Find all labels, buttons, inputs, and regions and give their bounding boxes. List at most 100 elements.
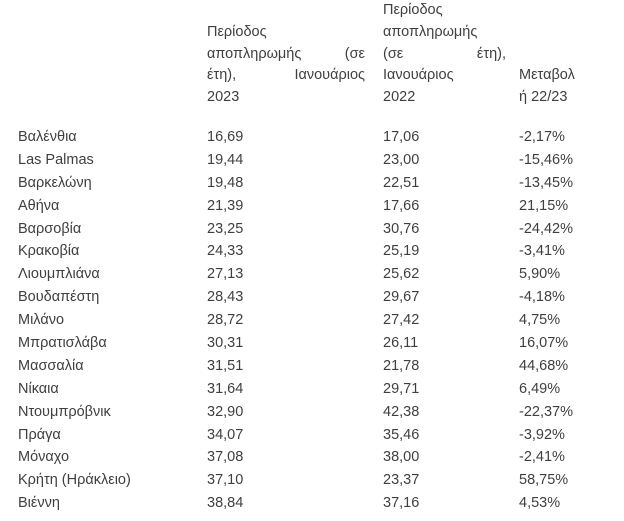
- period-2023-cell: 32,90: [207, 403, 244, 420]
- column-header-period-2023: Περίοδος αποπληρωμής (σε έτη), Ιανουάριος 2…: [207, 22, 365, 109]
- header-line: 2022: [383, 89, 416, 106]
- change-cell: -3,41%: [519, 243, 565, 260]
- period-2023-cell: 37,08: [207, 449, 244, 466]
- period-2023-cell: 19,44: [207, 151, 244, 168]
- change-cell: -13,45%: [519, 174, 574, 191]
- city-cell: Νίκαια: [18, 380, 59, 397]
- period-2022-cell: 22,51: [383, 174, 420, 191]
- period-2023-cell: 28,72: [207, 312, 244, 329]
- period-2022-cell: 23,00: [383, 151, 420, 168]
- table-row: Ντουμπρόβνικ 32,90 42,38 -22,37%: [0, 401, 624, 424]
- city-cell: Ντουμπρόβνικ: [18, 403, 111, 420]
- period-2022-cell: 26,11: [383, 335, 419, 352]
- change-cell: 4,53%: [519, 495, 561, 512]
- header-line: αποπληρωμής (σε: [207, 45, 365, 62]
- table-row: Βαλένθια 16,69 17,06 -2,17%: [0, 126, 624, 149]
- period-2023-cell: 21,39: [207, 197, 244, 214]
- city-cell: Βαλένθια: [18, 129, 77, 145]
- city-cell: Μόναχο: [18, 449, 70, 466]
- header-line: ή 22/23: [519, 89, 568, 106]
- period-2022-cell: 29,71: [383, 380, 420, 397]
- table-row: Las Palmas 19,44 23,00 -15,46%: [0, 149, 624, 172]
- change-cell: -2,17%: [519, 129, 565, 145]
- table-row: Κρήτη (Ηράκλειο) 37,10 23,37 58,75%: [0, 469, 624, 492]
- period-2023-cell: 19,48: [207, 174, 244, 191]
- city-cell: Βαρκελώνη: [18, 174, 92, 191]
- city-cell: Λιουμπλιάνα: [18, 266, 100, 283]
- period-2022-cell: 37,16: [383, 495, 420, 512]
- header-line: αποπληρωμής: [383, 23, 478, 40]
- change-cell: 58,75%: [519, 472, 569, 489]
- period-2022-cell: 21,78: [383, 357, 420, 374]
- change-cell: -24,42%: [519, 220, 574, 237]
- change-cell: 16,07%: [519, 335, 569, 352]
- change-cell: 5,90%: [519, 266, 561, 283]
- header-line: Μεταβολ: [519, 67, 575, 84]
- header-line: 2023: [207, 89, 240, 106]
- header-line: Περίοδος: [383, 2, 443, 19]
- header-line: Περίοδος: [207, 23, 267, 40]
- city-cell: Αθήνα: [18, 197, 60, 214]
- change-cell: 4,75%: [519, 312, 561, 329]
- period-2022-cell: 30,76: [383, 220, 420, 237]
- city-cell: Βαρσοβία: [18, 220, 82, 237]
- city-cell: Βιέννη: [18, 495, 60, 512]
- period-2023-cell: 31,64: [207, 380, 244, 397]
- city-cell: Μασσαλία: [18, 357, 84, 374]
- period-2023-cell: 27,13: [207, 266, 244, 283]
- city-cell: Μιλάνο: [18, 312, 65, 329]
- table-header: Περίοδος αποπληρωμής (σε έτη), Ιανουάριος 2…: [0, 0, 624, 109]
- table-row: Πράγα 34,07 35,46 -3,92%: [0, 424, 624, 447]
- period-2023-cell: 38,84: [207, 495, 244, 512]
- period-2022-cell: 17,66: [383, 197, 420, 214]
- period-2022-cell: 23,37: [383, 472, 420, 489]
- city-cell: Βουδαπέστη: [18, 289, 100, 306]
- change-cell: -4,18%: [519, 289, 565, 306]
- period-2023-cell: 34,07: [207, 426, 244, 443]
- change-cell: 44,68%: [519, 357, 569, 374]
- header-line: Ιανουάριος: [383, 67, 454, 84]
- table-row: Κρακοβία 24,33 25,19 -3,41%: [0, 240, 624, 263]
- column-header-period-2022: Περίοδος αποπληρωμής (σε έτη), Ιανουάριος 20…: [383, 0, 506, 109]
- period-2023-cell: 30,31: [207, 335, 244, 352]
- table-row: Μόναχο 37,08 38,00 -2,41%: [0, 446, 624, 469]
- period-2022-cell: 27,42: [383, 312, 420, 329]
- city-cell: Πράγα: [18, 426, 61, 443]
- period-2023-cell: 37,10: [207, 472, 244, 489]
- change-cell: 6,49%: [519, 380, 561, 397]
- period-2023-cell: 16,69: [207, 129, 244, 145]
- change-cell: -3,92%: [519, 426, 565, 443]
- period-2023-cell: 23,25: [207, 220, 244, 237]
- city-cell: Las Palmas: [18, 151, 94, 168]
- city-cell: Κρήτη (Ηράκλειο): [18, 472, 131, 489]
- table-row: Βαρκελώνη 19,48 22,51 -13,45%: [0, 172, 624, 195]
- table-row: Βαρσοβία 23,25 30,76 -24,42%: [0, 218, 624, 241]
- table-body: Βαλένθια 16,69 17,06 -2,17% Las Palmas 1…: [0, 126, 624, 515]
- table-row: Μιλάνο 28,72 27,42 4,75%: [0, 309, 624, 332]
- period-2022-cell: 25,62: [383, 266, 420, 283]
- period-2023-cell: 31,51: [207, 357, 244, 374]
- period-2023-cell: 24,33: [207, 243, 244, 260]
- period-2022-cell: 17,06: [383, 129, 420, 145]
- change-cell: -22,37%: [519, 403, 574, 420]
- period-2022-cell: 38,00: [383, 449, 420, 466]
- column-header-change-22-23: Μεταβολ ή 22/23: [519, 65, 609, 109]
- table-row: Βουδαπέστη 28,43 29,67 -4,18%: [0, 286, 624, 309]
- change-cell: -2,41%: [519, 449, 565, 466]
- header-line: έτη), Ιανουάριος: [207, 67, 365, 84]
- table-row: Νίκαια 31,64 29,71 6,49%: [0, 378, 624, 401]
- table-row: Βιέννη 38,84 37,16 4,53%: [0, 492, 624, 515]
- table-row: Αθήνα 21,39 17,66 21,15%: [0, 195, 624, 218]
- city-cell: Μπρατισλάβα: [18, 335, 107, 352]
- header-line: (σε έτη),: [383, 45, 506, 62]
- table-row: Μπρατισλάβα 30,31 26,11 16,07%: [0, 332, 624, 355]
- change-cell: -15,46%: [519, 151, 574, 168]
- period-2022-cell: 42,38: [383, 403, 420, 420]
- table-row: Λιουμπλιάνα 27,13 25,62 5,90%: [0, 263, 624, 286]
- change-cell: 21,15%: [519, 197, 569, 214]
- period-2023-cell: 28,43: [207, 289, 244, 306]
- table-row: Μασσαλία 31,51 21,78 44,68%: [0, 355, 624, 378]
- period-2022-cell: 25,19: [383, 243, 420, 260]
- period-2022-cell: 35,46: [383, 426, 420, 443]
